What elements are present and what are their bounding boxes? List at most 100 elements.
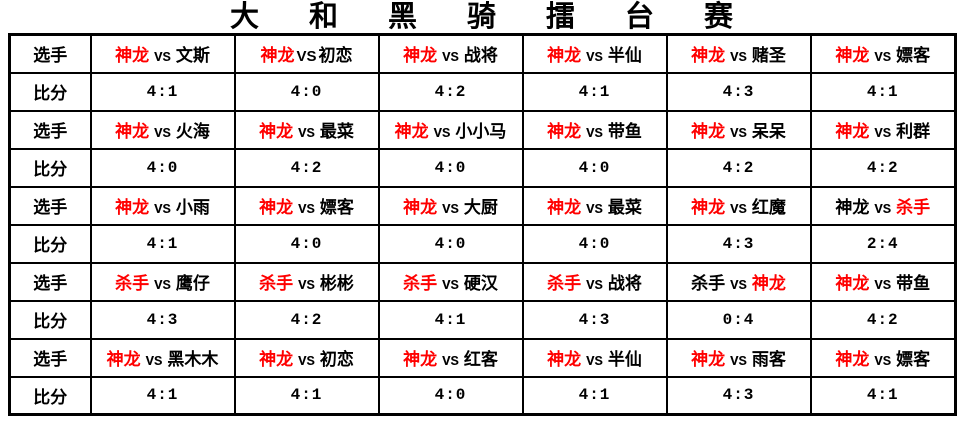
score-cell: 4:3 <box>665 223 812 264</box>
player2-name: 赌圣 <box>751 46 786 66</box>
player1-name: 神龙 <box>115 198 150 217</box>
player2-name: 带鱼 <box>607 122 642 141</box>
match-cell: 神龙 VS 初恋 <box>233 33 380 74</box>
match-cell: 神龙 VS 文斯 <box>89 33 236 74</box>
match-cell: 神龙 VS 嫖客 <box>233 185 380 226</box>
match-cell: 杀手 VS 神龙 <box>665 261 812 302</box>
score-value: 4:1 <box>290 386 323 405</box>
title-char: 赛 <box>704 1 734 33</box>
player1-name: 杀手 <box>403 274 438 293</box>
score-value: 4:2 <box>434 82 467 101</box>
player2-name: 杀手 <box>896 198 931 217</box>
score-value: 4:1 <box>578 82 611 101</box>
player2-name: 嫖客 <box>896 350 931 369</box>
match-cell: 神龙 VS 嫖客 <box>809 33 957 74</box>
player2-name: 呆呆 <box>751 122 786 141</box>
score-value: 4:3 <box>578 310 611 329</box>
score-cell: 0:4 <box>665 299 812 340</box>
match-cell: 神龙 VS 利群 <box>809 109 957 150</box>
row-label-score: 比分 <box>8 299 92 340</box>
match-cell: 神龙 VS 最菜 <box>521 185 668 226</box>
vs-label: VS <box>586 50 603 67</box>
player2-name: 红魔 <box>751 198 786 217</box>
player2-name: 大厨 <box>463 198 498 217</box>
score-value: 4:0 <box>434 158 467 177</box>
score-value: 4:1 <box>578 386 611 405</box>
vs-label: VS <box>730 354 747 370</box>
vs-label: VS <box>442 50 459 67</box>
player1-name: 神龙 <box>835 198 870 217</box>
player1-name: 神龙 <box>835 122 870 141</box>
score-cell: 4:2 <box>233 147 380 188</box>
player1-name: 神龙 <box>260 46 295 66</box>
player2-name: 初恋 <box>319 350 354 369</box>
match-cell: 神龙 VS 雨客 <box>665 337 812 378</box>
row-label-score: 比分 <box>8 375 92 416</box>
player1-name: 神龙 <box>547 198 582 217</box>
score-cell: 4:2 <box>377 71 524 112</box>
vs-label: VS <box>874 354 892 370</box>
match-cell: 神龙 VS 火海 <box>89 109 236 150</box>
player2-name: 红客 <box>463 350 498 369</box>
match-cell: 神龙 VS 带鱼 <box>521 109 668 150</box>
title-char: 擂 <box>546 1 576 33</box>
score-cell: 4:3 <box>665 375 812 416</box>
vs-label: VS <box>433 126 451 142</box>
vs-label: VS <box>730 126 747 142</box>
score-value: 4:3 <box>722 386 755 405</box>
player1-name: 神龙 <box>403 198 438 217</box>
match-cell: 神龙 VS 半仙 <box>521 33 668 74</box>
player2-name: 最菜 <box>607 198 642 217</box>
score-value: 4:1 <box>866 386 899 405</box>
vs-label: VS <box>296 48 317 66</box>
match-cell: 神龙 VS 赌圣 <box>665 33 812 74</box>
player1-name: 神龙 <box>835 274 870 293</box>
score-value: 4:0 <box>290 82 323 101</box>
player2-name: 小雨 <box>175 198 210 217</box>
player2-name: 火海 <box>175 122 210 141</box>
vs-label: VS <box>298 126 315 142</box>
score-cell: 4:0 <box>233 223 380 264</box>
player1-name: 神龙 <box>259 122 294 141</box>
match-cell: 神龙 VS 半仙 <box>521 337 668 378</box>
match-cell: 神龙 VS 带鱼 <box>809 261 957 302</box>
score-value: 4:1 <box>866 82 899 101</box>
player1-name: 神龙 <box>547 122 582 141</box>
vs-label: VS <box>154 202 171 218</box>
player1-name: 杀手 <box>115 274 150 293</box>
match-cell: 杀手 VS 战将 <box>521 261 668 302</box>
score-cell: 4:0 <box>377 223 524 264</box>
score-cell: 4:1 <box>377 299 524 340</box>
player1-name: 神龙 <box>403 46 438 66</box>
vs-label: VS <box>874 202 892 218</box>
score-cell: 4:0 <box>521 147 668 188</box>
vs-label: VS <box>874 278 892 294</box>
score-row: 比分 4:3 4:2 4:1 4:3 0:4 4:2 <box>8 299 957 340</box>
vs-label: VS <box>298 278 315 294</box>
player2-name: 文斯 <box>175 46 210 66</box>
score-row: 比分 4:1 4:1 4:0 4:1 4:3 4:1 <box>8 375 957 416</box>
score-cell: 4:0 <box>521 223 668 264</box>
match-cell: 神龙 VS 黑木木 <box>89 337 236 378</box>
score-cell: 4:1 <box>89 223 236 264</box>
player1-name: 神龙 <box>835 350 870 369</box>
vs-label: VS <box>730 50 747 67</box>
score-cell: 4:2 <box>809 299 957 340</box>
player1-name: 杀手 <box>547 274 582 293</box>
player2-name: 战将 <box>607 274 642 293</box>
player-row: 选手 神龙 VS 火海 神龙 VS 最菜 神龙 VS 小小马 神龙 VS 带鱼 神龙 VS 呆呆 神龙 VS 利群 <box>8 109 957 150</box>
match-cell: 神龙 VS 大厨 <box>377 185 524 226</box>
match-cell: 神龙 VS 小雨 <box>89 185 236 226</box>
match-cell: 神龙 VS 战将 <box>377 33 524 74</box>
match-cell: 神龙 VS 小小马 <box>377 109 524 150</box>
vs-label: VS <box>730 202 747 218</box>
score-value: 4:2 <box>866 310 899 329</box>
score-cell: 4:1 <box>233 375 380 416</box>
score-cell: 4:3 <box>89 299 236 340</box>
score-cell: 4:1 <box>521 375 668 416</box>
score-cell: 4:0 <box>377 375 524 416</box>
player2-name: 嫖客 <box>319 198 354 217</box>
player2-name: 利群 <box>896 122 931 141</box>
player1-name: 神龙 <box>691 198 726 217</box>
vs-label: VS <box>586 354 603 370</box>
